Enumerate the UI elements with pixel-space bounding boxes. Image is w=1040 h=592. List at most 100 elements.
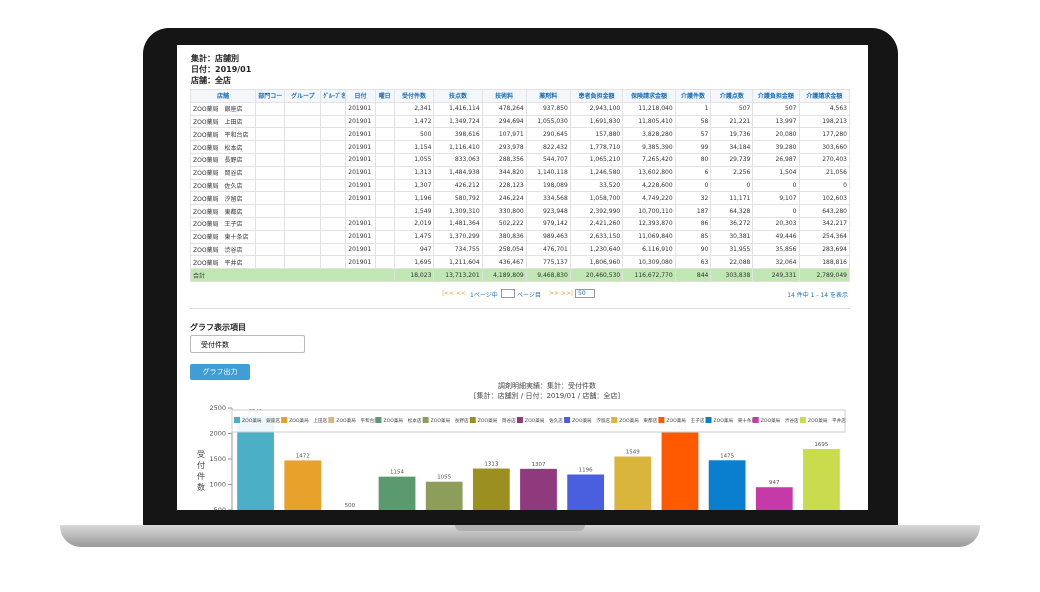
number-cell: 246,224 — [481, 191, 527, 206]
number-cell: 3,828,280 — [622, 127, 676, 142]
page-first[interactable]: |<< << — [442, 290, 467, 297]
number-cell: 1,055,030 — [525, 114, 571, 129]
date-cell — [345, 204, 376, 218]
number-cell: 293,978 — [481, 140, 527, 154]
page-last[interactable]: >> >>| — [549, 290, 574, 297]
empty-cell — [284, 101, 322, 116]
number-cell: 1,549 — [393, 204, 435, 218]
number-cell: 1,313 — [393, 165, 435, 180]
legend-label: ZOO薬局 王子店 — [666, 417, 704, 424]
column-header: 薬剤料 — [525, 89, 571, 103]
page-input[interactable] — [501, 289, 515, 298]
table-row: ZOO薬局 佐久店 201901 1,307 426,212 228,123 198,08… — [189, 178, 850, 193]
number-cell: 1,246,580 — [569, 165, 624, 180]
empty-cell — [320, 101, 347, 116]
table-row: ZOO薬局 上田店 201901 1,472 1,349,724 294,694 1,05… — [189, 114, 850, 129]
header-row: 店舗 部門コー グループ ｸﾞﾙｰﾌﾟ名 日付 曜日 受付件数 技点数 技術料 薬剤料 患者負担金額… — [189, 89, 850, 103]
number-cell: 21,221 — [710, 114, 754, 129]
column-header: 介護請求金額 — [798, 89, 850, 103]
number-cell: 10,700,110 — [622, 204, 676, 218]
legend-label: ZOO薬局 渋谷店 — [761, 417, 799, 424]
number-cell: 86 — [674, 216, 712, 231]
legend-swatch — [658, 417, 665, 423]
number-cell: 2,019 — [393, 216, 435, 231]
number-cell: 1,116,410 — [433, 140, 483, 154]
store-cell: ZOO薬局 東都店 — [189, 204, 257, 218]
date-cell: 201901 — [345, 165, 376, 180]
graph-select[interactable]: 受付件数 — [190, 335, 305, 353]
legend-box — [231, 409, 846, 433]
total-row: 合計 18,023 13,713,201 4,189,809 9,468,830 20,4… — [190, 268, 850, 282]
number-cell: 254,364 — [798, 229, 850, 244]
per-page-select[interactable]: 50 — [575, 289, 595, 298]
chart-title: 調剤明細実績：集計：受付件数 — [498, 381, 596, 390]
screen: 集計：店舗別 日付：2019/01 店舗：全店 店舗 部門コー グループ ｸﾞﾙｰﾌﾟ… — [177, 45, 868, 510]
number-cell: 2,943,100 — [569, 101, 624, 116]
empty-cell — [374, 229, 395, 244]
total-label: 合計 — [190, 268, 395, 282]
empty-cell — [320, 152, 347, 167]
number-cell: 544,707 — [525, 152, 571, 167]
number-cell: 30,381 — [710, 229, 754, 244]
empty-cell — [320, 191, 347, 206]
number-cell: 294,694 — [481, 114, 527, 129]
number-cell: 107,971 — [481, 127, 527, 142]
number-cell: 979,142 — [525, 216, 571, 231]
bar — [755, 487, 793, 510]
number-cell: 198,213 — [798, 114, 850, 129]
legend-label: ZOO薬局 長野店 — [431, 417, 469, 424]
number-cell: 6,116,910 — [622, 242, 676, 257]
empty-cell — [374, 191, 395, 206]
total-cell: 844 — [674, 268, 712, 282]
column-header: 介護点数 — [710, 89, 754, 103]
number-cell: 426,212 — [433, 178, 483, 193]
number-cell: 734,755 — [433, 242, 483, 257]
legend-swatch — [516, 417, 523, 423]
number-cell: 29,739 — [710, 152, 754, 167]
graph-button[interactable]: グラフ出力 — [190, 364, 250, 380]
empty-cell — [255, 152, 286, 167]
number-cell: 1,778,710 — [569, 140, 624, 154]
number-cell: 1,196 — [393, 191, 435, 206]
laptop-notch — [455, 525, 585, 531]
chart: 調剤明細実績：集計：受付件数 [集計：店舗別 / 日付：2019/01 / 店舗… — [197, 381, 846, 510]
column-header: 日付 — [345, 89, 376, 103]
number-cell: 63 — [674, 255, 712, 270]
empty-cell — [255, 191, 286, 206]
empty-cell — [374, 255, 395, 270]
bar — [472, 468, 510, 510]
y-tick-label: 1000 — [209, 481, 226, 489]
bar — [284, 460, 322, 510]
number-cell: 35,856 — [752, 242, 800, 257]
empty-cell — [255, 229, 286, 244]
number-cell: 157,880 — [569, 127, 624, 142]
date-cell: 201901 — [345, 178, 376, 193]
number-cell: 258,054 — [481, 242, 527, 257]
data-label: 1313 — [484, 462, 498, 468]
number-cell: 36,272 — [710, 216, 754, 231]
y-tick-label: 1500 — [209, 455, 226, 463]
number-cell: 7,265,420 — [622, 152, 676, 167]
number-cell: 2,421,260 — [569, 216, 624, 231]
number-cell: 9,385,390 — [622, 140, 676, 154]
store-cell: ZOO薬局 岡谷店 — [189, 165, 257, 180]
number-cell: 1,140,118 — [525, 165, 571, 180]
number-cell: 2,633,150 — [569, 229, 624, 244]
empty-cell — [320, 242, 347, 257]
number-cell: 283,694 — [798, 242, 850, 257]
column-header: 技点数 — [433, 89, 483, 103]
table-row: ZOO薬局 銀座店 201901 2,341 1,416,114 478,264 937,… — [189, 101, 850, 116]
number-cell: 13,602,800 — [622, 165, 676, 180]
number-cell: 290,645 — [525, 127, 571, 142]
number-cell: 13,997 — [752, 114, 800, 129]
legend-label: ZOO薬局 上田店 — [289, 417, 327, 424]
data-label: 1055 — [437, 475, 451, 481]
bar — [803, 449, 840, 510]
empty-cell — [284, 140, 322, 154]
number-cell: 0 — [752, 204, 800, 218]
number-cell: 85 — [674, 229, 712, 244]
number-cell: 32 — [674, 191, 712, 206]
number-cell: 476,701 — [525, 242, 571, 257]
legend-swatch — [281, 417, 288, 423]
empty-cell — [374, 242, 395, 257]
